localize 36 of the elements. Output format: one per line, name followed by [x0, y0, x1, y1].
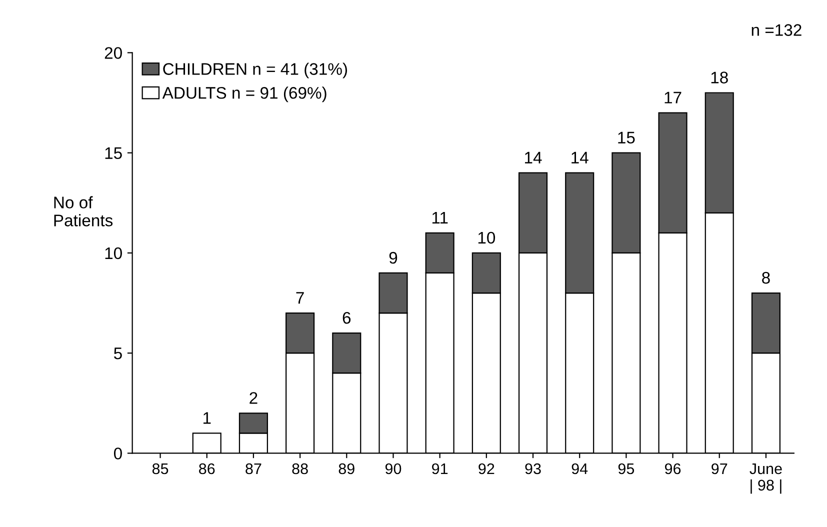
total-label: 7	[296, 292, 304, 304]
x-tick-label: 97	[712, 463, 728, 474]
y-tick-label: 0	[114, 448, 122, 460]
x-tick-label: 87	[246, 463, 262, 474]
x-tick-label: 91	[432, 463, 448, 474]
total-label: 17	[664, 92, 682, 104]
total-label: 9	[389, 252, 398, 264]
total-label: 1	[204, 412, 211, 424]
x-tick-label: 96	[665, 463, 681, 474]
total-label: 18	[711, 72, 728, 84]
y-axis-title: No of Patients	[54, 196, 113, 226]
legend-label: CHILDREN n = 41 (31%)	[163, 62, 348, 78]
y-tick-label: 15	[105, 147, 122, 160]
total-label: 2	[250, 392, 258, 404]
x-tick-label: 89	[338, 463, 354, 474]
x-tick-label: 85	[152, 463, 168, 474]
total-label: 14	[572, 152, 588, 164]
legend-label: ADULTS n = 91 (69%)	[162, 86, 326, 102]
y-tick-label: 20	[104, 47, 122, 59]
x-tick-label: 94	[572, 463, 588, 474]
x-tick-label: 95	[618, 463, 634, 474]
total-label: 14	[525, 152, 542, 164]
x-tick-label: 86	[199, 463, 215, 474]
total-label: 10	[478, 232, 496, 244]
total-label: 8	[762, 272, 770, 284]
x-tick-label: June | 98 |	[750, 464, 782, 494]
x-tick-label: 92	[478, 463, 494, 474]
x-tick-label: 88	[292, 463, 308, 474]
x-tick-label: 93	[525, 463, 541, 474]
total-label: 6	[342, 312, 351, 324]
text: n =132	[752, 24, 802, 36]
total-label: 11	[432, 212, 448, 224]
x-tick-label: 90	[385, 463, 402, 474]
total-label: 15	[618, 132, 635, 144]
y-tick-label: 5	[114, 348, 122, 360]
y-tick-label: 10	[105, 247, 122, 260]
